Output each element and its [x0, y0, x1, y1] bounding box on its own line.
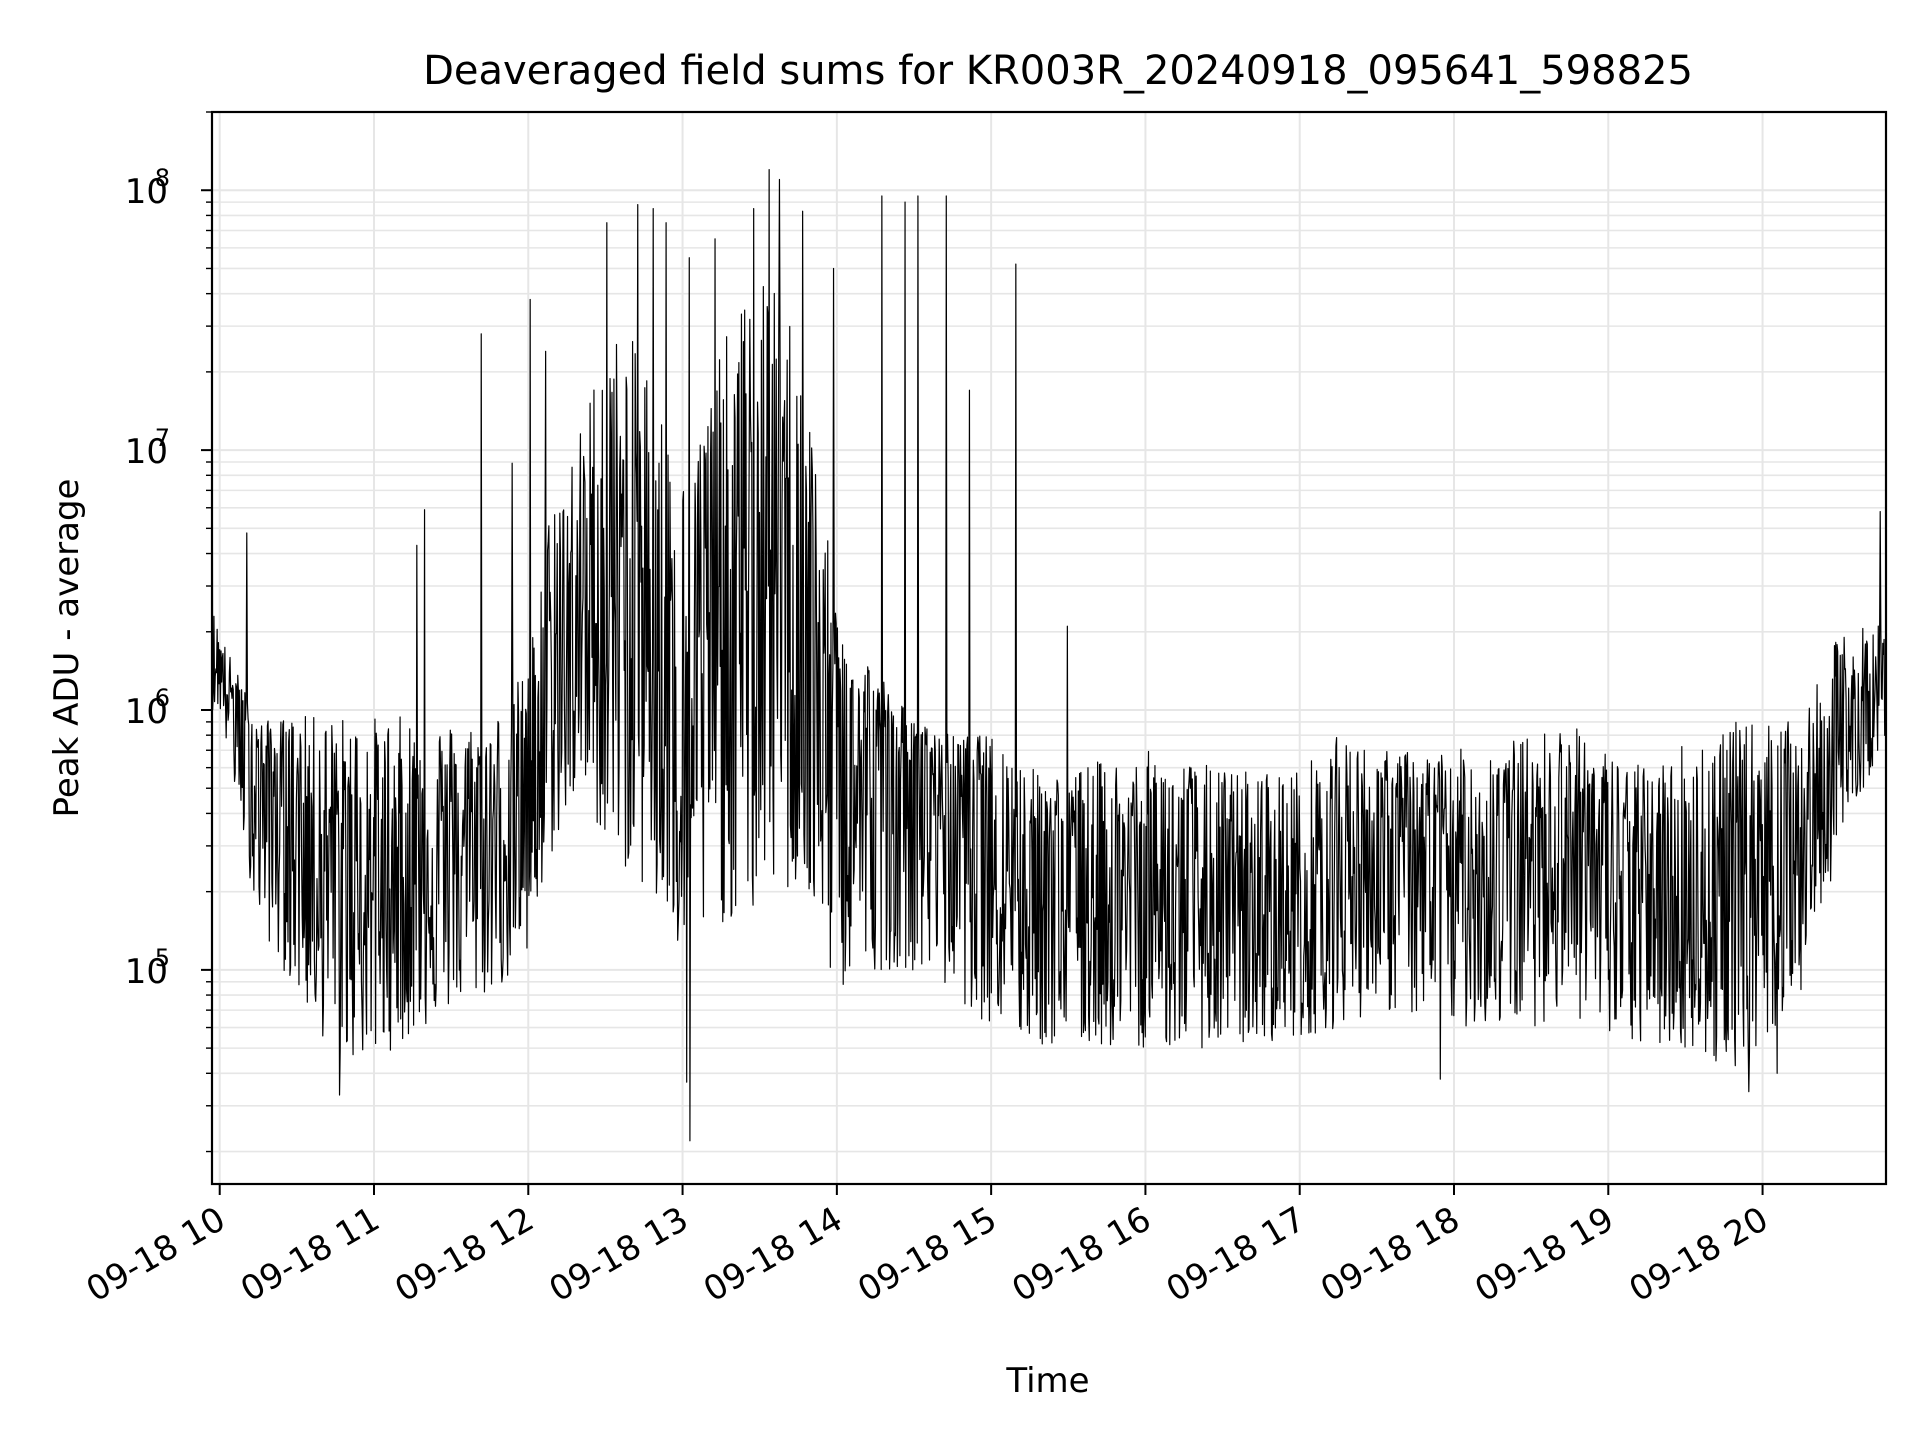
x-axis-label: Time: [1005, 1361, 1089, 1401]
y-tick-base: 10: [125, 432, 168, 472]
data-series-line: [211, 169, 1887, 1142]
y-tick-exponent: 7: [155, 424, 170, 452]
y-tick-label: 10: [125, 952, 168, 992]
y-tick-label: 10: [125, 172, 168, 212]
y-tick-base: 10: [125, 172, 168, 212]
chart-title: Deaveraged field sums for KR003R_2024091…: [423, 48, 1693, 94]
y-tick-exponent: 8: [155, 164, 170, 192]
y-tick-base: 10: [125, 692, 168, 732]
y-tick-base: 10: [125, 952, 168, 992]
series-line: [211, 169, 1887, 1142]
y-tick-label: 10: [125, 432, 168, 472]
plot-frame: [210, 110, 1888, 1186]
y-tick-exponent: 6: [155, 684, 170, 712]
y-axis-label: Peak ADU - average: [47, 479, 87, 818]
y-tick-label: 10: [125, 692, 168, 732]
y-tick-exponent: 5: [155, 944, 170, 972]
